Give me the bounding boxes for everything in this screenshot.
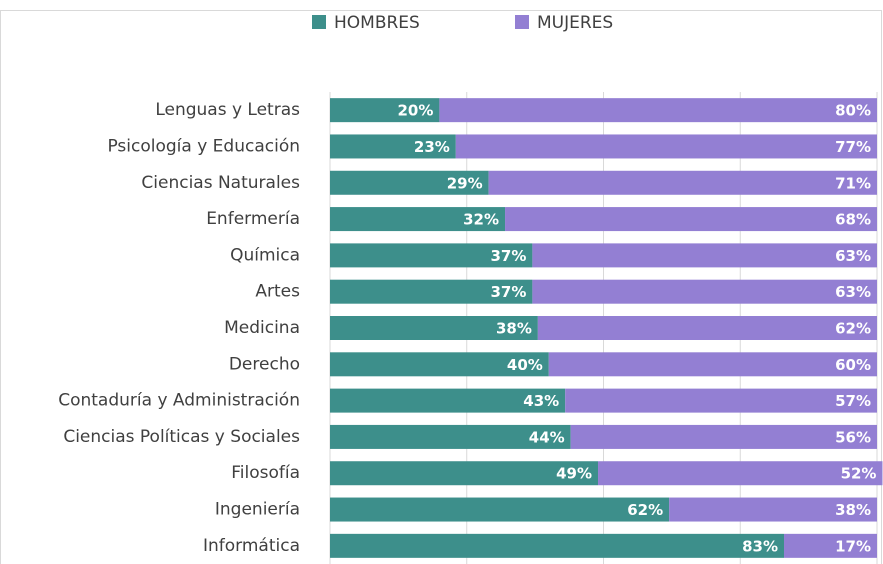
bar-segment [330,497,670,522]
y-tick-label: Ciencias Naturales [141,173,300,193]
bar-segment [330,279,533,304]
y-tick-label: Artes [255,282,300,302]
y-tick-label: Ingeniería [215,500,300,520]
value-label: 80% [835,102,871,120]
value-label: 43% [523,392,559,410]
value-label: 37% [490,283,526,301]
y-tick-label: Lenguas y Letras [155,100,300,120]
bar-segment [537,316,877,340]
bar-segment [330,170,489,195]
y-tick-label: Enfermería [206,209,300,229]
y-tick-label: Filosofía [231,463,300,483]
bar-segment [505,207,877,232]
bar-segment [330,243,533,268]
value-label: 38% [496,320,532,338]
value-label: 23% [414,138,450,156]
value-label: 40% [507,356,543,374]
value-label: 63% [835,247,871,265]
bar-segment [532,279,877,304]
value-label: 71% [835,174,871,192]
y-tick-label: Informática [203,536,300,556]
y-tick-label: Derecho [229,354,300,374]
bar-segment [330,352,549,377]
value-label: 63% [835,283,871,301]
bar-segment [548,352,877,377]
value-label: 83% [742,537,778,555]
bar-segment [330,533,785,558]
bar-segment [330,98,440,123]
value-label: 56% [835,428,871,446]
value-label: 68% [835,211,871,229]
y-tick-label: Psicología y Educación [107,136,300,156]
value-label: 20% [397,102,433,120]
value-label: 57% [835,392,871,410]
bar-segment [330,316,538,340]
value-label: 38% [835,501,871,519]
value-label: 52% [841,465,877,483]
value-label: 62% [835,320,871,338]
bar-segment [784,533,877,558]
y-tick-label: Medicina [224,318,300,338]
value-label: 44% [529,428,565,446]
value-label: 60% [835,356,871,374]
bar-segment [598,461,883,486]
bar-segment [455,134,877,159]
legend-label: MUJERES [537,13,613,33]
value-label: 32% [463,211,499,229]
bar-segment [330,207,506,232]
bar-segment [570,424,877,449]
y-tick-label: Ciencias Políticas y Sociales [63,427,300,447]
legend-label: HOMBRES [334,13,420,33]
bar-segment [330,461,599,486]
y-tick-label: Contaduría y Administración [58,391,300,411]
legend-swatch [515,15,529,29]
value-label: 49% [556,465,592,483]
bar-segment [669,497,877,522]
value-label: 29% [447,174,483,192]
bar-segment [488,170,877,195]
value-label: 77% [835,138,871,156]
value-label: 37% [490,247,526,265]
bar-segment [532,243,877,268]
bar-segment [330,134,456,159]
value-label: 17% [835,537,871,555]
bar-segment [439,98,877,123]
chart-frame [0,10,882,564]
bar-segment [330,424,571,449]
bar-segment [565,388,877,413]
value-label: 62% [627,501,663,519]
y-tick-label: Química [230,245,300,265]
bar-segment [330,388,566,413]
legend-swatch [312,15,326,29]
